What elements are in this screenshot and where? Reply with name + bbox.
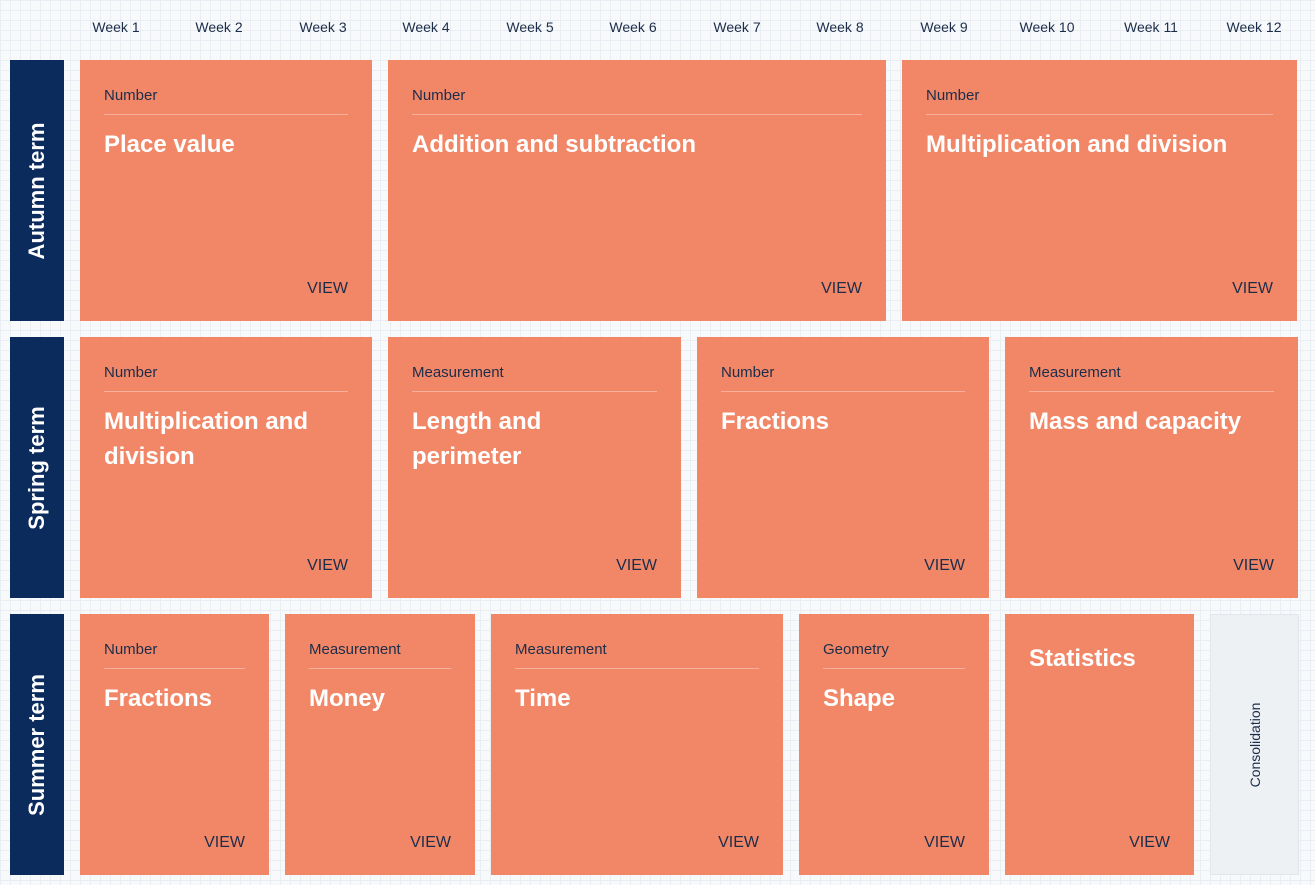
- view-link[interactable]: VIEW: [307, 280, 348, 297]
- term-label-text: Autumn term: [24, 122, 49, 259]
- block-title: Time: [515, 685, 571, 712]
- consolidation-label: Consolidation: [1246, 702, 1263, 787]
- block-card-money[interactable]: Measurement Money VIEW: [285, 614, 475, 875]
- term-label-autumn: Autumn term: [10, 60, 64, 321]
- block-card-length-perimeter[interactable]: Measurement Length and perimeter VIEW: [388, 337, 681, 598]
- week-label: Week 12: [1226, 19, 1282, 35]
- week-label: Week 5: [506, 19, 554, 35]
- block-title: Shape: [823, 685, 896, 712]
- block-title: Multiplication and division: [104, 408, 308, 470]
- block-title: Money: [309, 685, 386, 712]
- block-card-fractions[interactable]: Number Fractions VIEW: [80, 614, 269, 875]
- block-card-statistics[interactable]: Statistics VIEW: [1005, 614, 1194, 875]
- term-label-summer: Summer term: [10, 614, 64, 875]
- block-category: Measurement: [309, 641, 451, 669]
- block-card-shape[interactable]: Geometry Shape VIEW: [799, 614, 989, 875]
- view-link[interactable]: VIEW: [924, 834, 965, 851]
- block-category: Measurement: [515, 641, 759, 669]
- block-category: Number: [721, 364, 965, 392]
- week-label: Week 8: [816, 19, 864, 35]
- block-card-multiplication-division[interactable]: Number Multiplication and division VIEW: [902, 60, 1297, 321]
- term-label-text: Spring term: [24, 405, 49, 530]
- block-title: Mass and capacity: [1029, 408, 1242, 435]
- week-label: Week 2: [195, 19, 243, 35]
- block-category: Number: [104, 87, 348, 115]
- week-label: Week 6: [609, 19, 657, 35]
- block-card-time[interactable]: Measurement Time VIEW: [491, 614, 783, 875]
- view-link[interactable]: VIEW: [616, 557, 657, 574]
- block-title: Length and perimeter: [412, 408, 542, 470]
- block-title: Fractions: [104, 685, 213, 712]
- block-category: Number: [926, 87, 1273, 115]
- block-card-place-value[interactable]: Number Place value VIEW: [80, 60, 372, 321]
- week-label: Week 7: [713, 19, 761, 35]
- block-card-mass-capacity[interactable]: Measurement Mass and capacity VIEW: [1005, 337, 1298, 598]
- consolidation-block: Consolidation: [1210, 614, 1299, 875]
- block-category: Number: [104, 364, 348, 392]
- block-category: Measurement: [412, 364, 657, 392]
- block-title: Statistics: [1029, 645, 1136, 672]
- view-link[interactable]: VIEW: [410, 834, 451, 851]
- block-title: Place value: [104, 131, 235, 158]
- term-label-spring: Spring term: [10, 337, 64, 598]
- view-link[interactable]: VIEW: [204, 834, 245, 851]
- week-label: Week 1: [92, 19, 140, 35]
- block-card-multiplication-division[interactable]: Number Multiplication and division VIEW: [80, 337, 372, 598]
- view-link[interactable]: VIEW: [718, 834, 759, 851]
- block-category: Measurement: [1029, 364, 1274, 392]
- week-label: Week 4: [402, 19, 450, 35]
- view-link[interactable]: VIEW: [924, 557, 965, 574]
- block-title: Addition and subtraction: [412, 131, 696, 158]
- block-category: Geometry: [823, 641, 965, 669]
- view-link[interactable]: VIEW: [307, 557, 348, 574]
- block-category: Number: [104, 641, 245, 669]
- block-title: Multiplication and division: [926, 131, 1228, 158]
- view-link[interactable]: VIEW: [1232, 280, 1273, 297]
- block-title: Fractions: [721, 408, 830, 435]
- view-link[interactable]: VIEW: [1129, 834, 1170, 851]
- block-category: Number: [412, 87, 862, 115]
- week-label: Week 9: [920, 19, 968, 35]
- block-card-fractions[interactable]: Number Fractions VIEW: [697, 337, 989, 598]
- view-link[interactable]: VIEW: [1233, 557, 1274, 574]
- week-label: Week 11: [1124, 19, 1178, 35]
- term-label-text: Summer term: [24, 673, 49, 816]
- block-card-addition-subtraction[interactable]: Number Addition and subtraction VIEW: [388, 60, 886, 321]
- view-link[interactable]: VIEW: [821, 280, 862, 297]
- week-label: Week 10: [1019, 19, 1075, 35]
- week-label: Week 3: [299, 19, 347, 35]
- week-header: Week 1 Week 2 Week 3 Week 4 Week 5 Week …: [0, 0, 1315, 55]
